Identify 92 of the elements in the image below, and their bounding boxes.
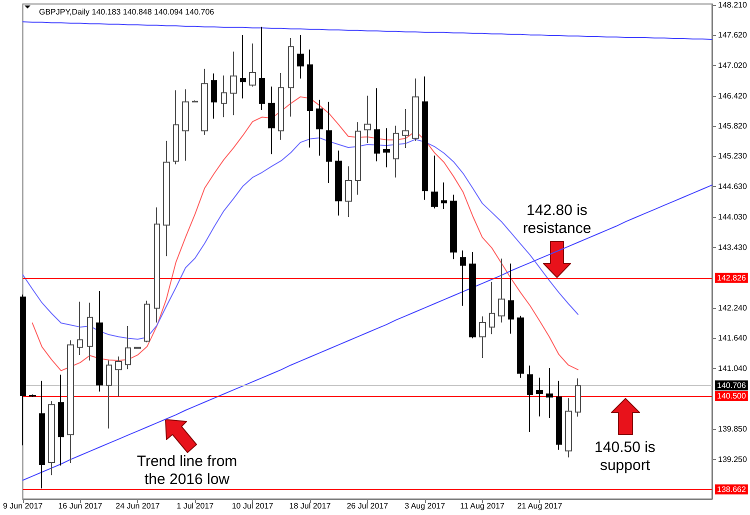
candlestick xyxy=(460,250,466,306)
annotation: 142.80 is resistance xyxy=(522,202,592,238)
candlestick xyxy=(278,72,284,140)
candlestick xyxy=(67,340,74,464)
x-tick-label: 21 Aug 2017 xyxy=(517,502,563,510)
candlestick xyxy=(39,380,45,489)
candlestick xyxy=(77,301,83,356)
candlestick xyxy=(249,43,256,88)
candlestick xyxy=(508,263,514,334)
candlestick xyxy=(173,90,179,165)
line-series xyxy=(22,21,712,40)
x-tick-label: 3 Aug 2017 xyxy=(404,502,446,510)
candlestick xyxy=(479,316,486,359)
y-tick-label: 141.640 xyxy=(718,334,748,343)
candlestick xyxy=(154,206,160,324)
chart-title: GBPJPY,Daily 140.183 140.848 140.094 140.706 xyxy=(39,8,215,16)
candlestick xyxy=(163,140,170,257)
y-tick-label: 147.020 xyxy=(718,60,748,70)
candlestick xyxy=(422,76,428,200)
candlestick xyxy=(192,100,198,103)
candlestick xyxy=(383,128,390,168)
candlestick xyxy=(556,380,562,450)
candlestick xyxy=(29,394,36,398)
candlestick xyxy=(211,72,217,120)
ref-line-label: 140.706 xyxy=(717,380,746,390)
candlestick xyxy=(307,49,313,148)
y-tick-label: 142.240 xyxy=(718,303,748,312)
y-tick-label: 145.820 xyxy=(718,122,748,131)
candlestick xyxy=(335,150,342,216)
candlestick xyxy=(221,75,227,118)
candlestick xyxy=(355,122,361,196)
annotation: Trend line from the 2016 low xyxy=(136,453,238,489)
ref-line-label: 138.662 xyxy=(717,484,746,494)
candlestick xyxy=(498,258,505,324)
y-tick-label: 141.040 xyxy=(718,364,748,374)
x-tick-label: 18 Jul 2017 xyxy=(289,502,332,510)
candlestick xyxy=(125,326,131,370)
y-tick-label: 148.210 xyxy=(718,0,748,10)
candlestick xyxy=(182,88,189,162)
candlestick xyxy=(326,101,332,184)
ref-line-label: 142.826 xyxy=(717,273,746,282)
y-tick-label: 139.850 xyxy=(718,424,748,434)
y-tick-label: 143.430 xyxy=(718,242,748,252)
candlestick xyxy=(268,86,275,155)
candlestick xyxy=(48,400,55,476)
candlestick xyxy=(240,34,246,99)
candlestick xyxy=(431,155,438,209)
candlestick xyxy=(575,378,581,418)
candlestick xyxy=(364,95,371,144)
y-tick-label: 144.030 xyxy=(718,212,748,222)
candlestick xyxy=(259,26,265,110)
candlestick xyxy=(58,374,64,466)
y-tick-label: 147.620 xyxy=(718,30,748,40)
y-tick-label: 145.230 xyxy=(718,152,748,161)
candlestick xyxy=(546,368,553,418)
y-tick-label: 139.250 xyxy=(718,454,748,464)
candlestick xyxy=(297,34,304,80)
x-tick-label: 26 Jul 2017 xyxy=(346,502,389,510)
x-tick-label: 10 Jul 2017 xyxy=(232,502,274,510)
candlestick xyxy=(469,252,476,339)
x-tick-label: 11 Aug 2017 xyxy=(460,502,505,510)
candlestick xyxy=(230,51,237,116)
ref-line-label: 140.500 xyxy=(717,392,746,401)
candlestick xyxy=(441,182,447,210)
y-tick-label: 146.420 xyxy=(718,91,748,100)
candlestick xyxy=(87,302,93,362)
candlestick xyxy=(20,294,26,446)
candlestick xyxy=(527,365,533,433)
candlestick xyxy=(106,360,112,430)
candlestick xyxy=(134,346,141,350)
candlestick xyxy=(345,166,352,218)
candlestick xyxy=(412,78,419,142)
candlestick xyxy=(450,194,457,260)
x-tick-label: 9 Jun 2017 xyxy=(3,502,44,510)
candlestick xyxy=(288,37,294,118)
y-tick-label: 144.630 xyxy=(718,182,748,192)
x-tick-label: 24 Jun 2017 xyxy=(116,502,160,510)
candlestick xyxy=(374,88,380,162)
candlestick xyxy=(536,377,543,417)
candlestick xyxy=(316,99,323,156)
candlestick xyxy=(144,300,150,343)
candlestick xyxy=(402,108,409,149)
x-tick-label: 16 Jun 2017 xyxy=(58,502,103,510)
candlestick xyxy=(393,125,399,178)
candlestick xyxy=(201,68,208,136)
candlestick xyxy=(489,281,495,335)
x-tick-label: 1 Jul 2017 xyxy=(176,502,214,510)
candlestick xyxy=(565,398,572,458)
annotation: 140.50 is support xyxy=(594,439,656,476)
candlestick xyxy=(115,356,122,398)
candlestick xyxy=(517,315,524,378)
candlestick xyxy=(96,290,103,392)
